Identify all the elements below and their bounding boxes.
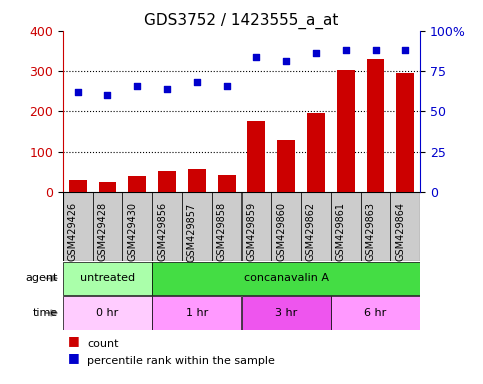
Text: GSM429859: GSM429859 — [246, 202, 256, 262]
Bar — [247, 121, 265, 192]
Text: GSM429430: GSM429430 — [127, 202, 137, 262]
Bar — [212, 192, 242, 261]
Text: 1 hr: 1 hr — [185, 308, 208, 318]
Bar — [331, 296, 420, 329]
Point — [74, 89, 82, 95]
Bar — [361, 192, 390, 261]
Bar — [122, 192, 152, 261]
Bar — [63, 192, 93, 261]
Bar — [271, 192, 301, 261]
Bar — [152, 262, 420, 295]
Bar — [128, 176, 146, 192]
Text: GSM429428: GSM429428 — [98, 202, 108, 262]
Point — [163, 86, 171, 92]
Bar — [182, 192, 212, 261]
Text: 6 hr: 6 hr — [364, 308, 387, 318]
Bar — [397, 73, 414, 192]
Text: GSM429863: GSM429863 — [366, 202, 376, 262]
Text: 3 hr: 3 hr — [275, 308, 298, 318]
Point — [193, 79, 201, 85]
Point — [312, 50, 320, 56]
Bar — [307, 113, 325, 192]
Bar — [242, 192, 271, 261]
Text: GSM429858: GSM429858 — [216, 202, 227, 262]
Bar — [93, 192, 122, 261]
Text: GSM429426: GSM429426 — [68, 202, 78, 262]
Bar — [390, 192, 420, 261]
Bar — [152, 296, 242, 329]
Bar — [218, 175, 236, 192]
Text: ■: ■ — [68, 334, 79, 347]
Text: GSM429857: GSM429857 — [187, 202, 197, 262]
Text: time: time — [33, 308, 58, 318]
Bar — [277, 141, 295, 192]
Bar — [69, 180, 86, 192]
Text: percentile rank within the sample: percentile rank within the sample — [87, 356, 275, 366]
Text: untreated: untreated — [80, 273, 135, 283]
Bar — [152, 192, 182, 261]
Text: ■: ■ — [68, 351, 79, 364]
Point — [223, 83, 230, 89]
Point — [401, 47, 409, 53]
Point — [282, 58, 290, 65]
Point — [372, 47, 380, 53]
Bar — [337, 70, 355, 192]
Bar — [331, 192, 361, 261]
Bar — [63, 296, 152, 329]
Text: count: count — [87, 339, 118, 349]
Text: concanavalin A: concanavalin A — [244, 273, 328, 283]
Text: GSM429860: GSM429860 — [276, 202, 286, 262]
Title: GDS3752 / 1423555_a_at: GDS3752 / 1423555_a_at — [144, 13, 339, 29]
Bar — [367, 59, 384, 192]
Point — [133, 83, 141, 89]
Text: GSM429862: GSM429862 — [306, 202, 316, 262]
Text: 0 hr: 0 hr — [96, 308, 119, 318]
Point — [104, 92, 112, 98]
Text: GSM429856: GSM429856 — [157, 202, 167, 262]
Bar — [158, 171, 176, 192]
Text: agent: agent — [26, 273, 58, 283]
Bar — [301, 192, 331, 261]
Text: GSM429861: GSM429861 — [336, 202, 346, 262]
Point — [342, 47, 350, 53]
Text: GSM429864: GSM429864 — [395, 202, 405, 262]
Bar — [242, 296, 331, 329]
Bar — [99, 182, 116, 192]
Bar — [63, 262, 152, 295]
Bar — [188, 169, 206, 192]
Point — [253, 53, 260, 60]
